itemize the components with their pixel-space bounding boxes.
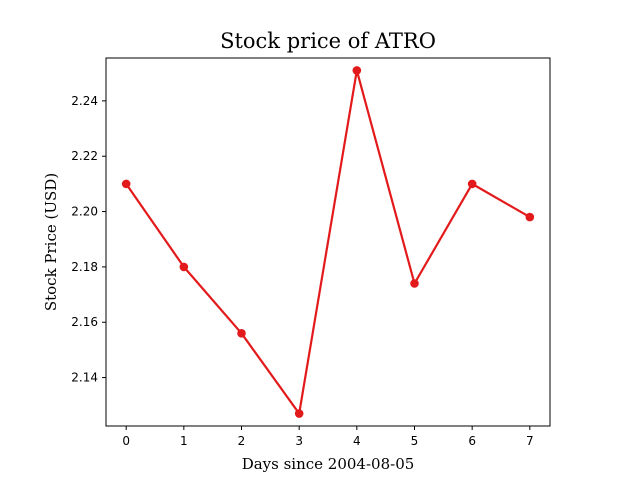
data-point [467,179,477,189]
data-point [179,262,189,272]
x-axis: 0 1 2 3 4 5 6 7 [122,426,534,448]
x-tick-label: 6 [468,434,476,448]
data-series [121,66,535,418]
data-point [121,179,131,189]
y-tick-label: 2.22 [71,149,98,163]
y-tick-label: 2.20 [71,205,98,219]
series-line [125,69,531,415]
chart-title: Stock price of ATRO [220,29,436,53]
y-tick-label: 2.24 [71,94,98,108]
y-axis-label: Stock Price (USD) [42,173,60,311]
x-tick-label: 3 [295,434,303,448]
data-point [410,279,419,288]
y-tick-label: 2.14 [71,371,98,385]
x-tick-label: 5 [411,434,419,448]
y-axis: 2.14 2.16 2.18 2.20 2.22 2.24 [71,94,106,385]
x-tick-label: 1 [180,434,188,448]
x-tick-label: 2 [238,434,246,448]
x-tick-label: 0 [122,434,130,448]
plot-area-frame [105,57,551,427]
x-tick-label: 4 [353,434,361,448]
data-point [294,409,304,418]
y-tick-label: 2.16 [71,315,98,329]
x-tick-label: 7 [526,434,534,448]
data-point [352,66,362,75]
x-axis-label: Days since 2004-08-05 [242,455,415,473]
y-tick-label: 2.18 [71,260,98,274]
data-point [525,212,535,222]
data-point [237,329,246,338]
